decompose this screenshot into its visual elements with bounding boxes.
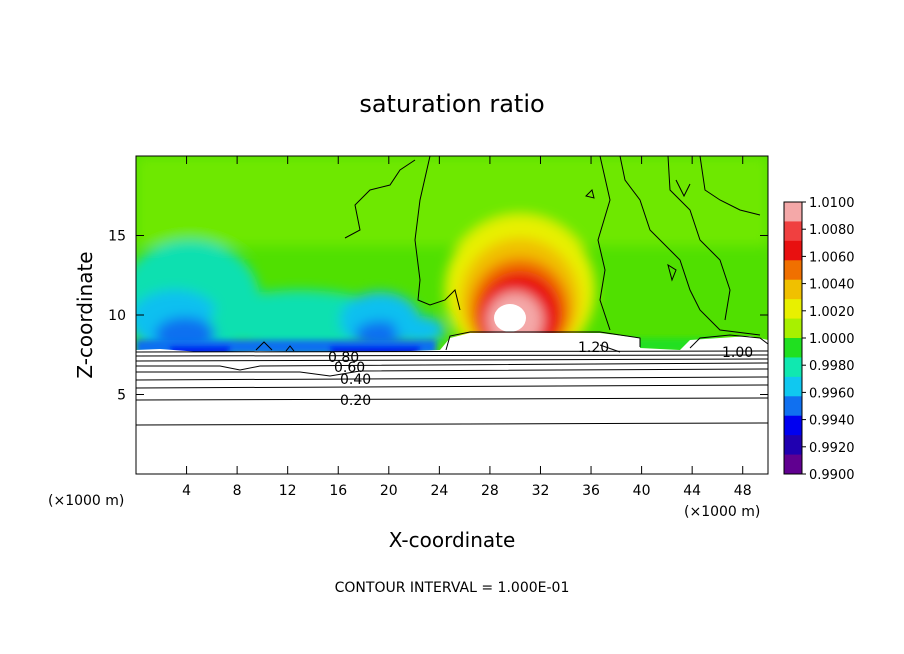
x-unit-left: (×1000 m) bbox=[48, 493, 124, 509]
colorbar-label: 0.9940 bbox=[809, 414, 855, 429]
colorbar-swatch bbox=[784, 415, 802, 436]
x-axis-label: X-coordinate bbox=[389, 528, 516, 552]
chart-title: saturation ratio bbox=[359, 90, 544, 118]
x-tick-label: 16 bbox=[329, 483, 347, 499]
y-tick-label: 15 bbox=[108, 229, 126, 245]
colorbar-swatch bbox=[784, 260, 802, 281]
colorbar-label: 1.0000 bbox=[809, 332, 855, 347]
contour-interval-note: CONTOUR INTERVAL = 1.000E-01 bbox=[335, 580, 570, 596]
contour-label: 1.20 bbox=[578, 340, 609, 356]
x-tick-label: 28 bbox=[481, 483, 499, 499]
contour-label: 0.60 bbox=[334, 360, 365, 376]
colorbar-swatch bbox=[784, 318, 802, 339]
colorbar-label: 1.0080 bbox=[809, 223, 855, 238]
colorbar-label: 1.0020 bbox=[809, 305, 855, 320]
colorbar-label: 1.0100 bbox=[809, 196, 855, 211]
colorbar-label: 1.0060 bbox=[809, 250, 855, 265]
x-tick-label: 12 bbox=[279, 483, 297, 499]
x-tick-label: 48 bbox=[734, 483, 752, 499]
colorbar-swatch bbox=[784, 279, 802, 300]
colorbar-swatch bbox=[784, 376, 802, 397]
colorbar-swatch bbox=[784, 357, 802, 378]
heatmap-field bbox=[136, 156, 768, 474]
x-axis: 4 8 12 16 20 24 28 32 36 40 44 48 bbox=[182, 156, 752, 499]
colorbar-swatch bbox=[784, 299, 802, 320]
x-tick-label: 40 bbox=[633, 483, 651, 499]
colorbar-swatch bbox=[784, 221, 802, 242]
x-tick-label: 8 bbox=[233, 483, 242, 499]
colorbar-label: 1.0040 bbox=[809, 278, 855, 293]
x-tick-label: 24 bbox=[430, 483, 448, 499]
y-tick-label: 10 bbox=[108, 308, 126, 324]
colorbar-label: 0.9920 bbox=[809, 441, 855, 456]
colorbar-label: 0.9960 bbox=[809, 386, 855, 401]
x-tick-label: 32 bbox=[532, 483, 550, 499]
colorbar-swatch bbox=[784, 396, 802, 417]
colorbar-label: 0.9980 bbox=[809, 359, 855, 374]
contour-label: 0.20 bbox=[340, 393, 371, 409]
x-tick-label: 36 bbox=[582, 483, 600, 499]
colorbar-swatch bbox=[784, 435, 802, 456]
colorbar-swatch bbox=[784, 202, 802, 222]
contour-label: 0.40 bbox=[340, 372, 371, 388]
x-tick-label: 44 bbox=[683, 483, 701, 499]
colorbar-swatch bbox=[784, 240, 802, 261]
contour-label: 0.80 bbox=[328, 350, 359, 366]
x-tick-label: 20 bbox=[380, 483, 398, 499]
y-tick-label: 5 bbox=[117, 388, 126, 404]
x-unit-right: (×1000 m) bbox=[684, 504, 760, 520]
colorbar-label: 0.9900 bbox=[809, 468, 855, 483]
colorbar-swatch bbox=[784, 454, 802, 475]
y-axis-label: Z-coordinate bbox=[73, 251, 97, 378]
colorbar-swatch bbox=[784, 338, 802, 358]
contour-label: 1.00 bbox=[722, 345, 753, 361]
contour-lines bbox=[136, 156, 768, 426]
y-axis: 5 10 15 bbox=[108, 229, 768, 404]
contour-label-group: 0.80 0.60 0.40 0.20 1.20 1.00 bbox=[328, 340, 753, 409]
x-tick-label: 4 bbox=[182, 483, 191, 499]
colorbar: 1.0100 1.0080 1.0060 1.0040 1.0020 1.0000 0.99… bbox=[783, 196, 855, 483]
